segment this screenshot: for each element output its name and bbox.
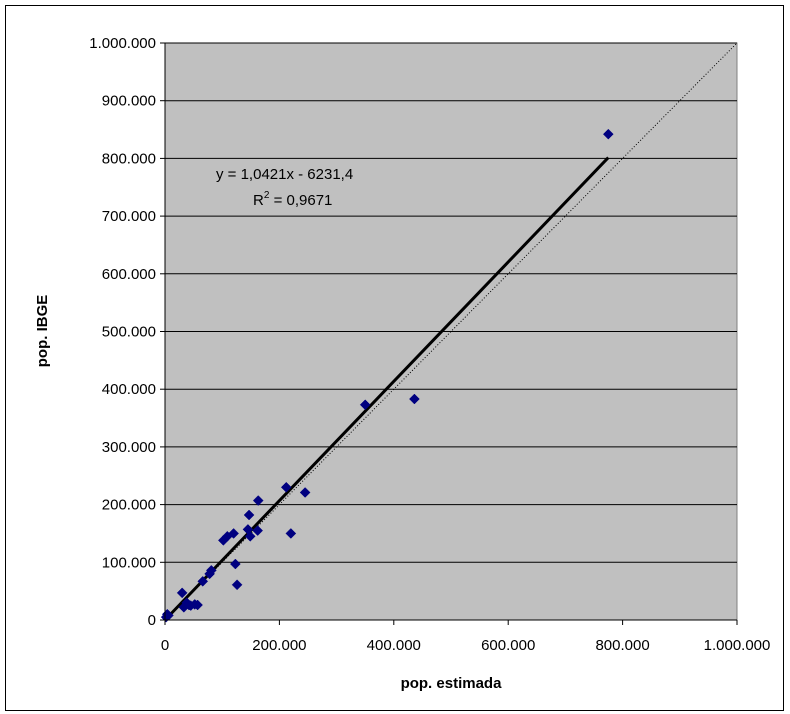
- y-tick-label: 700.000: [102, 208, 156, 225]
- y-tick-label: 200.000: [102, 497, 156, 514]
- axes: [164, 43, 737, 621]
- x-tick-label: 0: [161, 637, 169, 654]
- x-tick-label: 400.000: [367, 637, 421, 654]
- data-point: [231, 579, 243, 591]
- data-point: [244, 530, 256, 542]
- x-tick-label: 1.000.000: [704, 637, 771, 654]
- r-squared-value: = 0,9671: [269, 192, 332, 209]
- data-point: [280, 481, 292, 493]
- trendline-group: [163, 156, 610, 622]
- data-point: [243, 509, 255, 521]
- y-tick-label: 400.000: [102, 381, 156, 398]
- data-point: [205, 565, 217, 576]
- x-axis-ticks: 0 200.000 400.000 600.000 800.000 1.000.000: [161, 620, 771, 654]
- data-point: [409, 393, 420, 405]
- trendline-equation: y = 1,0421x - 6231,4: [216, 166, 353, 183]
- data-point: [176, 587, 188, 599]
- data-point: [299, 487, 311, 498]
- y-axis-title: pop. IBGE: [34, 295, 51, 368]
- y-axis-ticks: 0 100.000 200.000 300.000 400.000 500.000 600.…: [89, 35, 165, 629]
- data-point: [197, 575, 209, 587]
- x-tick-label: 600.000: [481, 637, 535, 654]
- data-point: [252, 525, 264, 536]
- trendline: [163, 156, 610, 622]
- y-tick-label: 300.000: [102, 439, 156, 456]
- r-squared-superscript: 2: [264, 190, 270, 201]
- y-tick-label: 600.000: [102, 266, 156, 283]
- y-tick-label: 900.000: [102, 93, 156, 110]
- data-point: [230, 558, 241, 570]
- y-tick-label: 1.000.000: [89, 35, 156, 52]
- data-point: [602, 128, 614, 140]
- data-points: [160, 128, 614, 623]
- data-point: [285, 528, 297, 539]
- y-tick-label: 800.000: [102, 150, 156, 167]
- x-axis-title: pop. estimada: [401, 675, 503, 692]
- y-tick-label: 0: [148, 612, 156, 629]
- y-tick-label: 100.000: [102, 554, 156, 571]
- x-tick-label: 800.000: [595, 637, 649, 654]
- data-point: [359, 399, 371, 411]
- data-point: [192, 599, 203, 611]
- data-point: [252, 495, 264, 506]
- data-point: [228, 528, 239, 539]
- y-tick-label: 500.000: [102, 324, 156, 341]
- r-squared-label: R2 = 0,9671: [253, 190, 332, 209]
- reference-line-group: [164, 42, 738, 621]
- reference-line: [164, 42, 738, 621]
- gridlines: [165, 42, 737, 563]
- r-squared-prefix: R: [253, 192, 264, 209]
- x-tick-label: 200.000: [252, 637, 306, 654]
